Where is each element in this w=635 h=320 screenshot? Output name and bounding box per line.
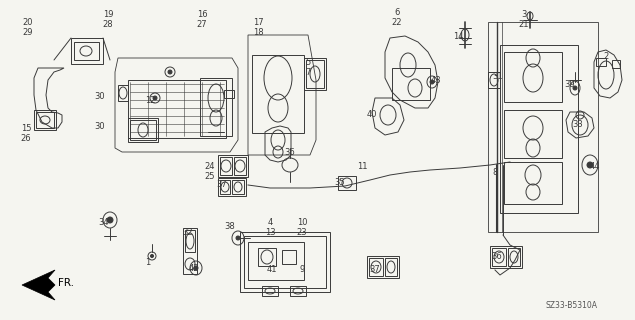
Text: 17
18: 17 18 [253,18,264,37]
Text: 34: 34 [98,218,109,227]
Bar [367,256,399,278]
Text: 5
7: 5 7 [305,58,311,77]
Ellipse shape [153,96,157,100]
Text: 4
13: 4 13 [265,218,276,237]
Bar [71,38,103,64]
Text: 33: 33 [573,120,584,129]
Bar [500,45,578,213]
Text: 15
26: 15 26 [21,124,31,143]
Bar [488,72,500,88]
Ellipse shape [107,217,113,223]
Ellipse shape [587,162,593,168]
Bar [385,258,397,276]
Ellipse shape [573,86,577,90]
Ellipse shape [168,70,172,74]
Text: 31: 31 [493,72,504,81]
Text: 40: 40 [367,110,377,119]
Bar [504,162,562,204]
Text: 11: 11 [357,162,367,171]
Text: 9: 9 [299,265,305,274]
Text: 12: 12 [145,96,155,105]
Bar [306,60,324,88]
Text: 30: 30 [95,92,105,101]
Text: 6
22: 6 22 [392,8,402,27]
Bar [504,110,562,158]
Ellipse shape [194,266,198,270]
Bar [224,90,234,98]
Text: 41: 41 [267,265,277,274]
Text: 35: 35 [335,178,345,187]
Bar [128,118,158,142]
Text: 1: 1 [145,258,150,267]
Bar [74,42,99,60]
Bar [258,248,276,266]
Bar [252,55,304,133]
Text: 3
21: 3 21 [519,10,529,29]
Bar [490,246,522,268]
Bar [118,85,128,101]
Bar [488,22,598,232]
Bar [240,232,330,292]
Text: 14: 14 [453,32,464,41]
Bar [36,112,54,128]
Text: FR.: FR. [58,278,74,288]
Bar [185,230,195,252]
Text: 32: 32 [183,228,193,237]
Bar [304,58,326,90]
Text: 30: 30 [95,122,105,131]
Text: 19
28: 19 28 [103,10,113,29]
Bar [392,68,430,100]
Text: 2: 2 [603,52,608,61]
Bar [130,120,156,140]
Bar [612,60,620,68]
Bar [200,78,232,136]
Bar [338,176,356,190]
Text: SZ33-B5310A: SZ33-B5310A [545,301,597,310]
Bar [290,286,306,296]
Text: 39: 39 [565,80,575,89]
Bar [244,236,326,288]
Bar [234,157,246,175]
Text: 43: 43 [431,76,441,85]
Bar [220,180,230,194]
Bar [218,155,248,177]
Bar [183,228,197,274]
Text: 20
29: 20 29 [23,18,33,37]
Bar [504,52,562,102]
Bar [128,80,226,138]
Text: 36: 36 [284,148,295,157]
Bar [232,180,244,194]
Bar [596,58,606,66]
Text: 38: 38 [225,222,236,231]
Text: 24
25: 24 25 [204,162,215,181]
Bar [282,250,296,264]
Bar [220,157,232,175]
Ellipse shape [150,254,154,258]
Bar [218,178,246,196]
Bar [369,258,383,276]
Text: 10
23: 10 23 [297,218,307,237]
Text: 8: 8 [492,168,498,177]
Text: 37: 37 [370,265,380,274]
Bar [248,242,304,280]
Ellipse shape [430,80,434,84]
Bar [262,286,278,296]
Text: 42: 42 [189,264,199,273]
Ellipse shape [236,236,240,240]
Bar [492,248,506,266]
Text: 37: 37 [217,180,227,189]
Polygon shape [22,270,55,300]
Text: 16
27: 16 27 [197,10,207,29]
Bar [508,248,520,266]
Bar [34,110,56,130]
Text: 36: 36 [491,252,502,261]
Text: 44: 44 [590,162,600,171]
